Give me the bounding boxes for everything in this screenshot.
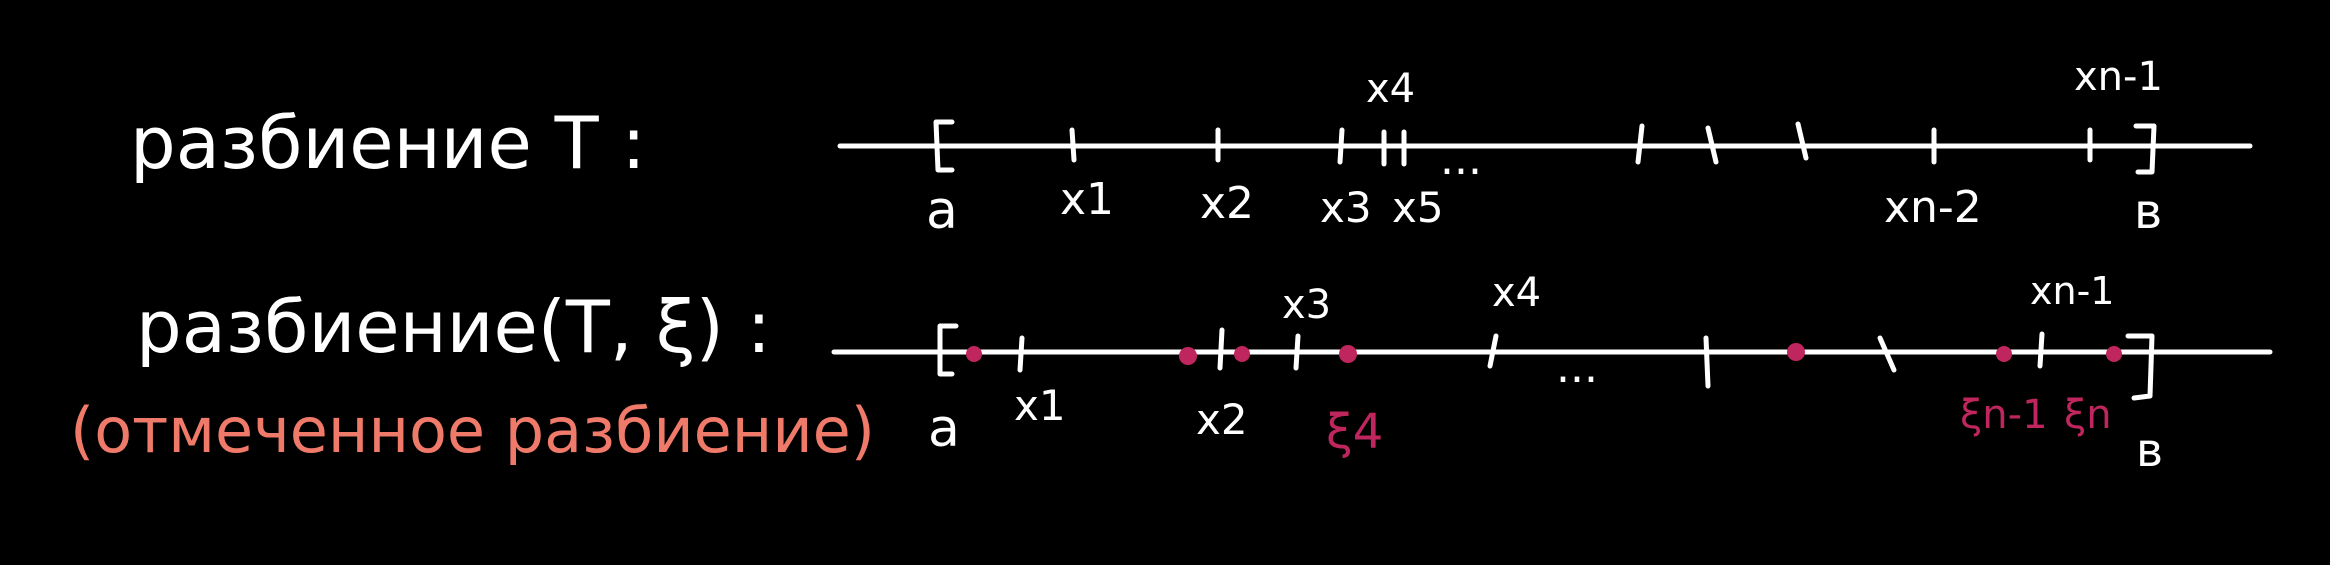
row1-label-xn1: xn-1 (2074, 54, 2163, 100)
row2-left-bracket (937, 323, 959, 377)
row2-right-bracket (2125, 333, 2155, 401)
row1-tick-6 (1635, 123, 1645, 165)
row2-title: разбиение(Т, ξ) : (136, 285, 771, 369)
row2-label-x2: x2 (1196, 395, 1248, 444)
row2-label-xin1: ξn-1 (1960, 392, 2048, 438)
row1-label-x1: x1 (1060, 174, 1114, 225)
row2-label-a: a (928, 399, 960, 459)
row1-tick-x1 (1069, 127, 1077, 163)
row2-tick-x3 (1293, 333, 1301, 371)
row-tagged-partition: разбиение(Т, ξ) : (отмеченное разбиение)… (70, 269, 2273, 477)
row1-tick-8 (1795, 121, 1809, 161)
row2-tag-point-xin (2106, 346, 2122, 362)
row1-label-a: a (926, 181, 958, 241)
row1-left-bracket (933, 119, 955, 173)
row1-ellipsis: ... (1440, 134, 1482, 185)
row1-label-x4: x4 (1366, 66, 1415, 112)
row2-tick-xn1 (2037, 331, 2045, 369)
row2-label-x3: x3 (1282, 282, 1331, 328)
row2-tick-x2 (1217, 327, 1225, 371)
row2-label-b: в (2136, 423, 2163, 477)
row2-label-xi4: ξ4 (1326, 404, 1383, 460)
row2-label-x1: x1 (1014, 381, 1066, 430)
row2-tag-point-xi4 (1339, 345, 1357, 363)
row-partition: разбиение Т : ... a x1 x2 x3 x4 x5 xn-2 … (130, 54, 2253, 241)
row2-tick-x1 (1017, 335, 1025, 373)
row2-ellipsis: ... (1556, 342, 1598, 393)
row1-label-x5: x5 (1392, 183, 1444, 232)
row2-tick-x4 (1487, 333, 1499, 369)
row2-tag-point-xi3 (1234, 346, 1250, 362)
row2-label-xn1: xn-1 (2030, 269, 2114, 313)
row2-tag-point-xin1 (1996, 346, 2012, 362)
row2-tick-7 (1877, 335, 1897, 373)
row1-tick-x3 (1337, 127, 1345, 165)
row1-right-bracket (2133, 123, 2157, 175)
row1-label-b: в (2134, 184, 2162, 240)
row1-label-x2: x2 (1200, 178, 1254, 229)
row1-tick-7 (1705, 125, 1719, 165)
row2-label-x4: x4 (1492, 270, 1541, 316)
row1-label-x3: x3 (1320, 183, 1372, 232)
row2-tag-point-xi2 (1179, 347, 1197, 365)
row2-tick-6 (1703, 335, 1711, 389)
row1-title: разбиение Т : (130, 101, 646, 185)
row2-tag-point-5 (1787, 343, 1805, 361)
row2-note: (отмеченное разбиение) (70, 394, 875, 467)
row2-label-xin: ξn (2064, 392, 2112, 438)
row2-tag-point-xi1 (966, 346, 982, 362)
row1-label-xn2: xn-2 (1884, 182, 1982, 233)
